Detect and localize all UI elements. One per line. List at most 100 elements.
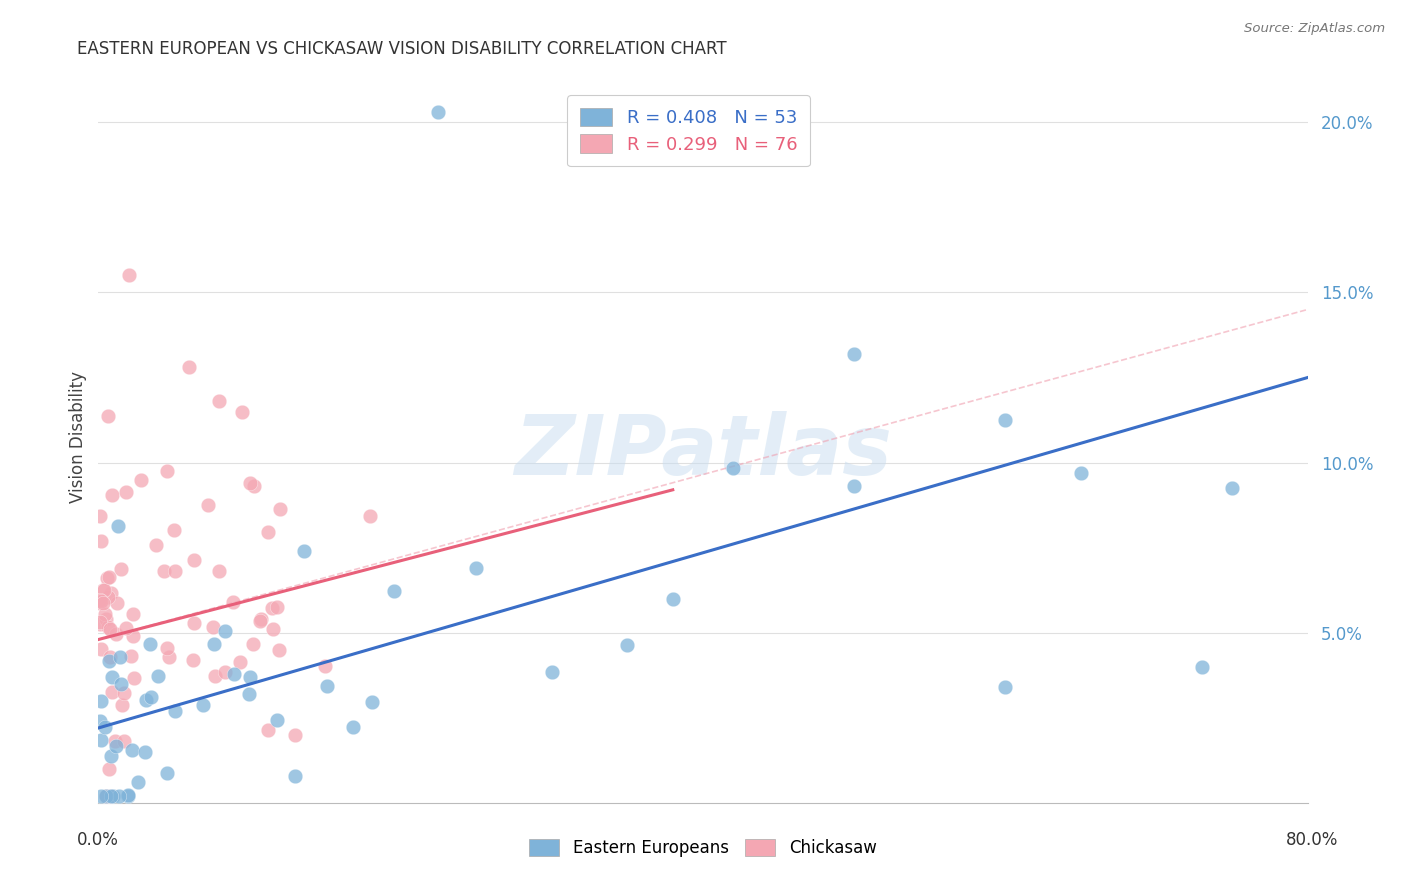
Point	[238, 687, 260, 701]
Point	[93, 583, 115, 598]
Point	[221, 595, 243, 609]
Point	[360, 508, 382, 523]
Point	[110, 677, 132, 691]
Point	[179, 360, 201, 375]
Point	[243, 479, 266, 493]
Text: ZIPatlas: ZIPatlas	[515, 411, 891, 492]
Point	[97, 590, 120, 604]
Point	[120, 648, 142, 663]
Point	[239, 670, 262, 684]
Point	[93, 720, 115, 734]
Point	[844, 347, 866, 361]
Point	[153, 564, 176, 578]
Point	[90, 641, 112, 656]
Point	[98, 650, 121, 665]
Point	[316, 679, 339, 693]
Point	[105, 596, 128, 610]
Point	[90, 789, 112, 803]
Point	[96, 571, 118, 585]
Point	[284, 768, 307, 782]
Point	[111, 698, 134, 712]
Point	[121, 743, 143, 757]
Point	[104, 734, 127, 748]
Point	[90, 594, 112, 608]
Point	[540, 665, 562, 680]
Point	[155, 464, 177, 478]
Point	[94, 607, 117, 622]
Text: 80.0%: 80.0%	[1286, 831, 1339, 849]
Point	[157, 650, 180, 665]
Point	[342, 720, 364, 734]
Point	[465, 561, 488, 575]
Point	[89, 615, 111, 629]
Point	[115, 485, 138, 500]
Legend: Eastern Europeans, Chickasaw: Eastern Europeans, Chickasaw	[523, 832, 883, 864]
Point	[361, 695, 384, 709]
Point	[231, 404, 253, 418]
Point	[100, 585, 122, 599]
Point	[91, 596, 114, 610]
Point	[124, 671, 146, 685]
Point	[256, 723, 278, 738]
Point	[89, 617, 111, 632]
Point	[266, 713, 288, 727]
Point	[94, 612, 117, 626]
Point	[146, 669, 169, 683]
Point	[122, 607, 145, 622]
Point	[97, 409, 120, 423]
Point	[284, 728, 307, 742]
Point	[129, 474, 152, 488]
Point	[214, 665, 236, 679]
Point	[108, 650, 131, 665]
Point	[89, 596, 111, 610]
Point	[101, 488, 124, 502]
Point	[100, 749, 122, 764]
Point	[208, 564, 231, 578]
Point	[97, 620, 120, 634]
Point	[249, 614, 271, 628]
Text: 0.0%: 0.0%	[77, 831, 120, 849]
Point	[723, 461, 745, 475]
Point	[101, 685, 124, 699]
Point	[1220, 481, 1243, 495]
Point	[122, 629, 145, 643]
Point	[94, 789, 117, 803]
Point	[994, 680, 1017, 694]
Point	[208, 394, 231, 409]
Point	[214, 624, 236, 639]
Point	[844, 479, 866, 493]
Point	[202, 620, 225, 634]
Point	[90, 733, 112, 747]
Point	[183, 616, 205, 631]
Point	[117, 789, 139, 803]
Point	[183, 553, 205, 567]
Point	[112, 686, 135, 700]
Point	[107, 519, 129, 533]
Point	[262, 601, 284, 615]
Point	[204, 669, 226, 683]
Point	[134, 745, 156, 759]
Point	[97, 762, 120, 776]
Point	[100, 789, 122, 803]
Point	[242, 637, 264, 651]
Point	[104, 739, 127, 753]
Point	[104, 626, 127, 640]
Point	[118, 268, 141, 283]
Point	[156, 640, 179, 655]
Point	[98, 623, 121, 637]
Point	[266, 599, 288, 614]
Point	[89, 714, 111, 729]
Y-axis label: Vision Disability: Vision Disability	[69, 371, 87, 503]
Legend: R = 0.408   N = 53, R = 0.299   N = 76: R = 0.408 N = 53, R = 0.299 N = 76	[567, 95, 810, 166]
Point	[197, 499, 219, 513]
Point	[191, 698, 214, 712]
Point	[98, 570, 121, 584]
Point	[229, 655, 252, 669]
Point	[97, 654, 120, 668]
Point	[100, 789, 122, 803]
Point	[262, 623, 284, 637]
Point	[100, 670, 122, 684]
Point	[90, 534, 112, 549]
Point	[91, 583, 114, 598]
Point	[139, 637, 162, 651]
